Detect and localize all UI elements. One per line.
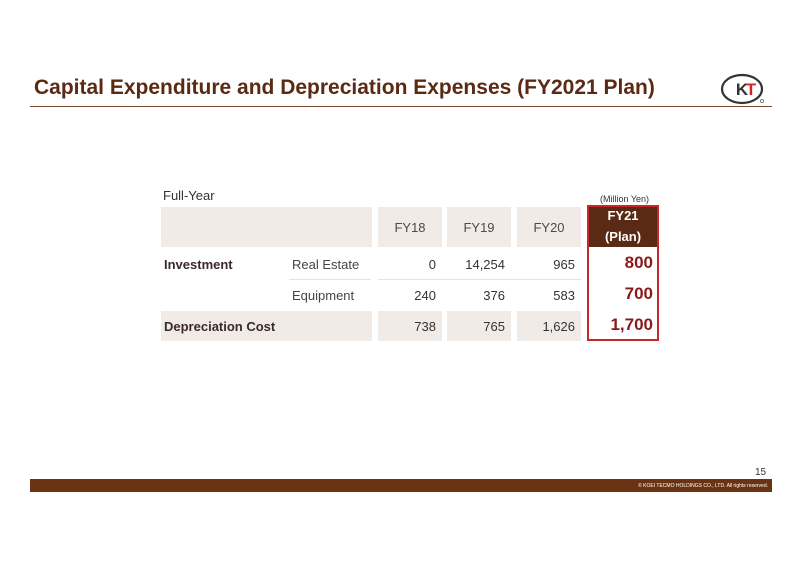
table-cell: 0 [428, 256, 436, 272]
table-cell: 765 [447, 311, 511, 341]
table-cell: 14,254 [465, 256, 505, 272]
period-label: Full-Year [163, 188, 215, 203]
header-blank-cell [161, 207, 372, 247]
row-divider [378, 279, 581, 280]
unit-label: (Million Yen) [600, 194, 650, 204]
table-cell: 738 [378, 311, 442, 341]
table-cell: 240 [414, 287, 436, 303]
header-fy21-plan: FY21 (Plan) [587, 205, 659, 247]
plan-value: 800 [624, 253, 653, 272]
slide-title: Capital Expenditure and Depreciation Exp… [34, 76, 655, 99]
row-group-label: Investment [164, 256, 233, 272]
koei-tecmo-logo: K T [720, 73, 764, 105]
row-group-label: Depreciation Cost [161, 311, 372, 341]
row-sub-label: Equipment [292, 287, 355, 303]
header-fy20: FY20 [517, 207, 581, 247]
copyright-text: © KOEI TECMO HOLDINGS CO., LTD. All righ… [638, 482, 768, 489]
footer-bar: © KOEI TECMO HOLDINGS CO., LTD. All righ… [30, 479, 772, 492]
plan-value: 1,700 [610, 315, 653, 334]
svg-text:T: T [746, 80, 757, 99]
page-number: 15 [755, 467, 767, 478]
svg-text:K: K [736, 80, 749, 99]
table-cell: 376 [483, 287, 505, 303]
header-fy19: FY19 [447, 207, 511, 247]
row-divider [289, 279, 371, 280]
table-cell: 1,626 [517, 311, 581, 341]
row-sub-label: Real Estate [292, 256, 360, 272]
table-cell: 965 [553, 256, 575, 272]
plan-header-year: FY21 [607, 208, 639, 223]
title-underline [30, 106, 772, 107]
table-cell: 583 [553, 287, 575, 303]
plan-value: 700 [624, 284, 653, 303]
plan-header-note: (Plan) [604, 229, 642, 244]
header-fy18: FY18 [378, 207, 442, 247]
